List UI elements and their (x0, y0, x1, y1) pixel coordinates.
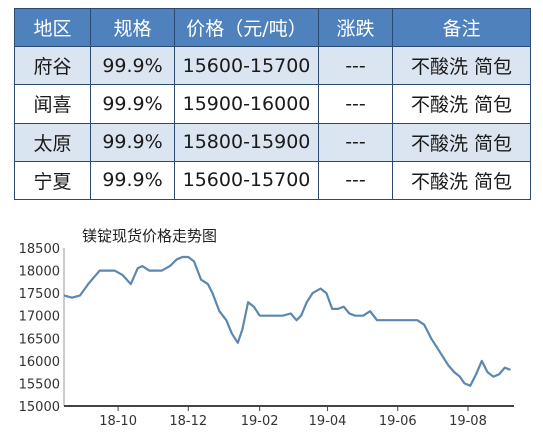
cell-change: --- (318, 160, 393, 201)
cell-region: 府谷 (14, 45, 91, 86)
y-tick-label: 18500 (19, 242, 60, 257)
cell-remark: 不酸洗 简包 (392, 45, 531, 86)
cell-region: 闻喜 (14, 84, 91, 124)
chart-title: 镁锭现货价格走势图 (82, 227, 217, 245)
y-tick-label: 16000 (19, 355, 60, 370)
cell-price: 15800-15900 (174, 122, 319, 162)
cell-remark: 不酸洗 简包 (392, 160, 531, 201)
price-table: 地区 规格 价格（元/吨） 涨跌 备注 府谷 99.9% 15600-15700… (14, 8, 531, 201)
table-row: 闻喜 99.9% 15900-16000 --- 不酸洗 简包 (14, 84, 531, 124)
cell-spec: 99.9% (90, 122, 175, 162)
cell-region: 太原 (14, 122, 91, 162)
x-tick-label: 19-04 (309, 414, 347, 429)
y-tick-label: 15500 (19, 377, 60, 392)
x-axis: 18-10 18-12 19-02 19-04 19-06 19-08 (64, 405, 514, 429)
cell-price: 15900-16000 (174, 84, 319, 124)
table-row: 府谷 99.9% 15600-15700 --- 不酸洗 简包 (14, 45, 531, 86)
y-tick-label: 17500 (19, 287, 60, 302)
cell-price: 15600-15700 (174, 45, 319, 86)
cell-change: --- (318, 84, 393, 124)
cell-region: 宁夏 (14, 160, 91, 201)
series-line (63, 255, 511, 387)
x-tick-label: 18-10 (99, 414, 137, 429)
cell-spec: 99.9% (90, 84, 175, 124)
table-row: 太原 99.9% 15800-15900 --- 不酸洗 简包 (14, 122, 531, 162)
cell-change: --- (318, 45, 393, 86)
x-tick-label: 19-08 (449, 414, 487, 429)
header-spec: 规格 (90, 8, 175, 47)
price-trend-chart: 镁锭现货价格走势图 15000 15500 16000 16500 17000 17500… (19, 227, 514, 429)
y-tick-label: 17000 (19, 310, 60, 325)
y-tick-label: 18000 (19, 265, 60, 280)
cell-spec: 99.9% (90, 45, 175, 86)
x-tick-label: 19-02 (241, 414, 279, 429)
cell-price: 15600-15700 (174, 160, 319, 201)
table-row: 宁夏 99.9% 15600-15700 --- 不酸洗 简包 (14, 160, 531, 201)
y-axis: 15000 15500 16000 16500 17000 17500 18000 18500 (19, 242, 65, 415)
series-layer (63, 255, 511, 387)
header-region: 地区 (14, 8, 91, 47)
header-remark: 备注 (392, 8, 531, 47)
table-header-row: 地区 规格 价格（元/吨） 涨跌 备注 (14, 8, 531, 47)
x-tick-label: 18-12 (169, 414, 207, 429)
cell-remark: 不酸洗 简包 (392, 122, 531, 162)
x-tick-label: 19-06 (379, 414, 417, 429)
header-price: 价格（元/吨） (174, 8, 319, 47)
cell-spec: 99.9% (90, 160, 175, 201)
cell-change: --- (318, 122, 393, 162)
y-tick-label: 16500 (19, 332, 60, 347)
y-tick-label: 15000 (19, 400, 60, 415)
header-change: 涨跌 (318, 8, 393, 47)
cell-remark: 不酸洗 简包 (392, 84, 531, 124)
